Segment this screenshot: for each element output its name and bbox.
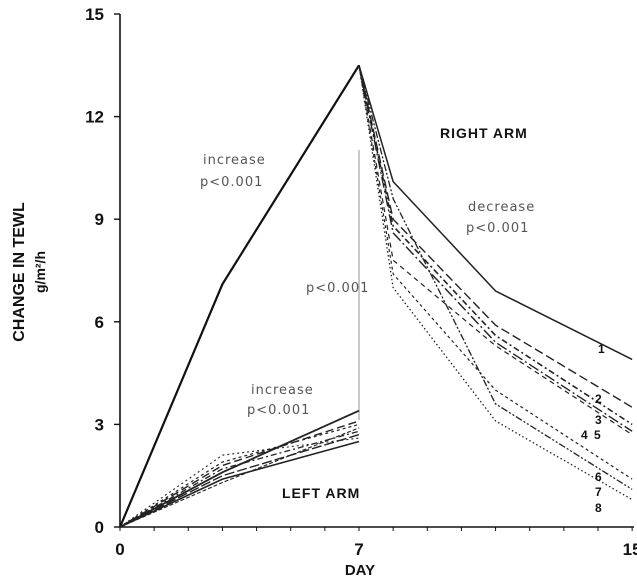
series-label-6: 6 <box>595 470 602 484</box>
y-tick-label: 6 <box>95 313 104 332</box>
series-label-4: 4 <box>581 428 588 442</box>
series-right-arm-decrease-8 <box>358 65 633 501</box>
series-left-arm-4 <box>119 430 360 528</box>
annotation-increase: increase <box>203 153 266 168</box>
annotation-right-arm: RIGHT ARM <box>440 125 528 141</box>
y-axis-unit: g/m²/h <box>32 251 48 293</box>
series-layer: 1 2 34 5 67 8 <box>118 64 633 528</box>
series-label-5: 5 <box>594 428 601 442</box>
y-axis-title: CHANGE IN TEWL <box>11 202 28 342</box>
y-tick-label: 12 <box>85 108 104 127</box>
series-label-3: 3 <box>595 413 602 427</box>
x-axis-title: DAY <box>345 562 375 579</box>
series-left-arm-2 <box>119 420 360 528</box>
x-axis-ticks: 0 7 15 <box>115 527 637 559</box>
annotation-left-increase-p: p<0.001 <box>247 403 310 418</box>
series-left-arm-1 <box>119 409 360 528</box>
series-right-arm-decrease-7 <box>358 65 633 490</box>
x-tick-label: 7 <box>354 540 363 559</box>
annotation-middle-p: p<0.001 <box>306 281 369 296</box>
annotation-left-arm: LEFT ARM <box>282 485 360 501</box>
y-tick-label: 15 <box>85 5 104 24</box>
series-right-arm-decrease-3 <box>358 65 633 426</box>
series-left-arm-3 <box>119 423 360 528</box>
series-left-arm-8 <box>119 427 360 528</box>
annotation-left-increase: increase <box>251 383 314 398</box>
series-label-8: 8 <box>595 501 602 515</box>
series-right-arm-decrease-1 <box>358 65 633 361</box>
series-right-arm-decrease-5 <box>358 65 633 436</box>
series-left-arm-6 <box>119 433 360 528</box>
series-label-1: 1 <box>598 342 605 356</box>
series-label-7: 7 <box>595 485 602 499</box>
series-right-arm-increase <box>118 64 360 528</box>
series-label-2: 2 <box>595 392 602 406</box>
series-left-arm-7 <box>119 440 360 528</box>
y-tick-label: 9 <box>95 210 104 229</box>
y-axis-ticks: 0 3 6 9 12 15 <box>85 5 120 537</box>
x-tick-label: 15 <box>623 540 637 559</box>
x-tick-label: 0 <box>115 540 124 559</box>
series-right-arm-decrease-2 <box>358 65 633 408</box>
annotation-decrease: decrease <box>468 200 535 215</box>
series-right-arm-decrease-6 <box>358 65 633 480</box>
annotation-decrease-p: p<0.001 <box>466 221 529 236</box>
y-tick-label: 0 <box>95 518 104 537</box>
series-right-arm-decrease-4 <box>358 65 633 432</box>
series-left-arm-5 <box>119 437 360 528</box>
y-tick-label: 3 <box>95 415 104 434</box>
annotation-increase-p: p<0.001 <box>200 175 263 190</box>
